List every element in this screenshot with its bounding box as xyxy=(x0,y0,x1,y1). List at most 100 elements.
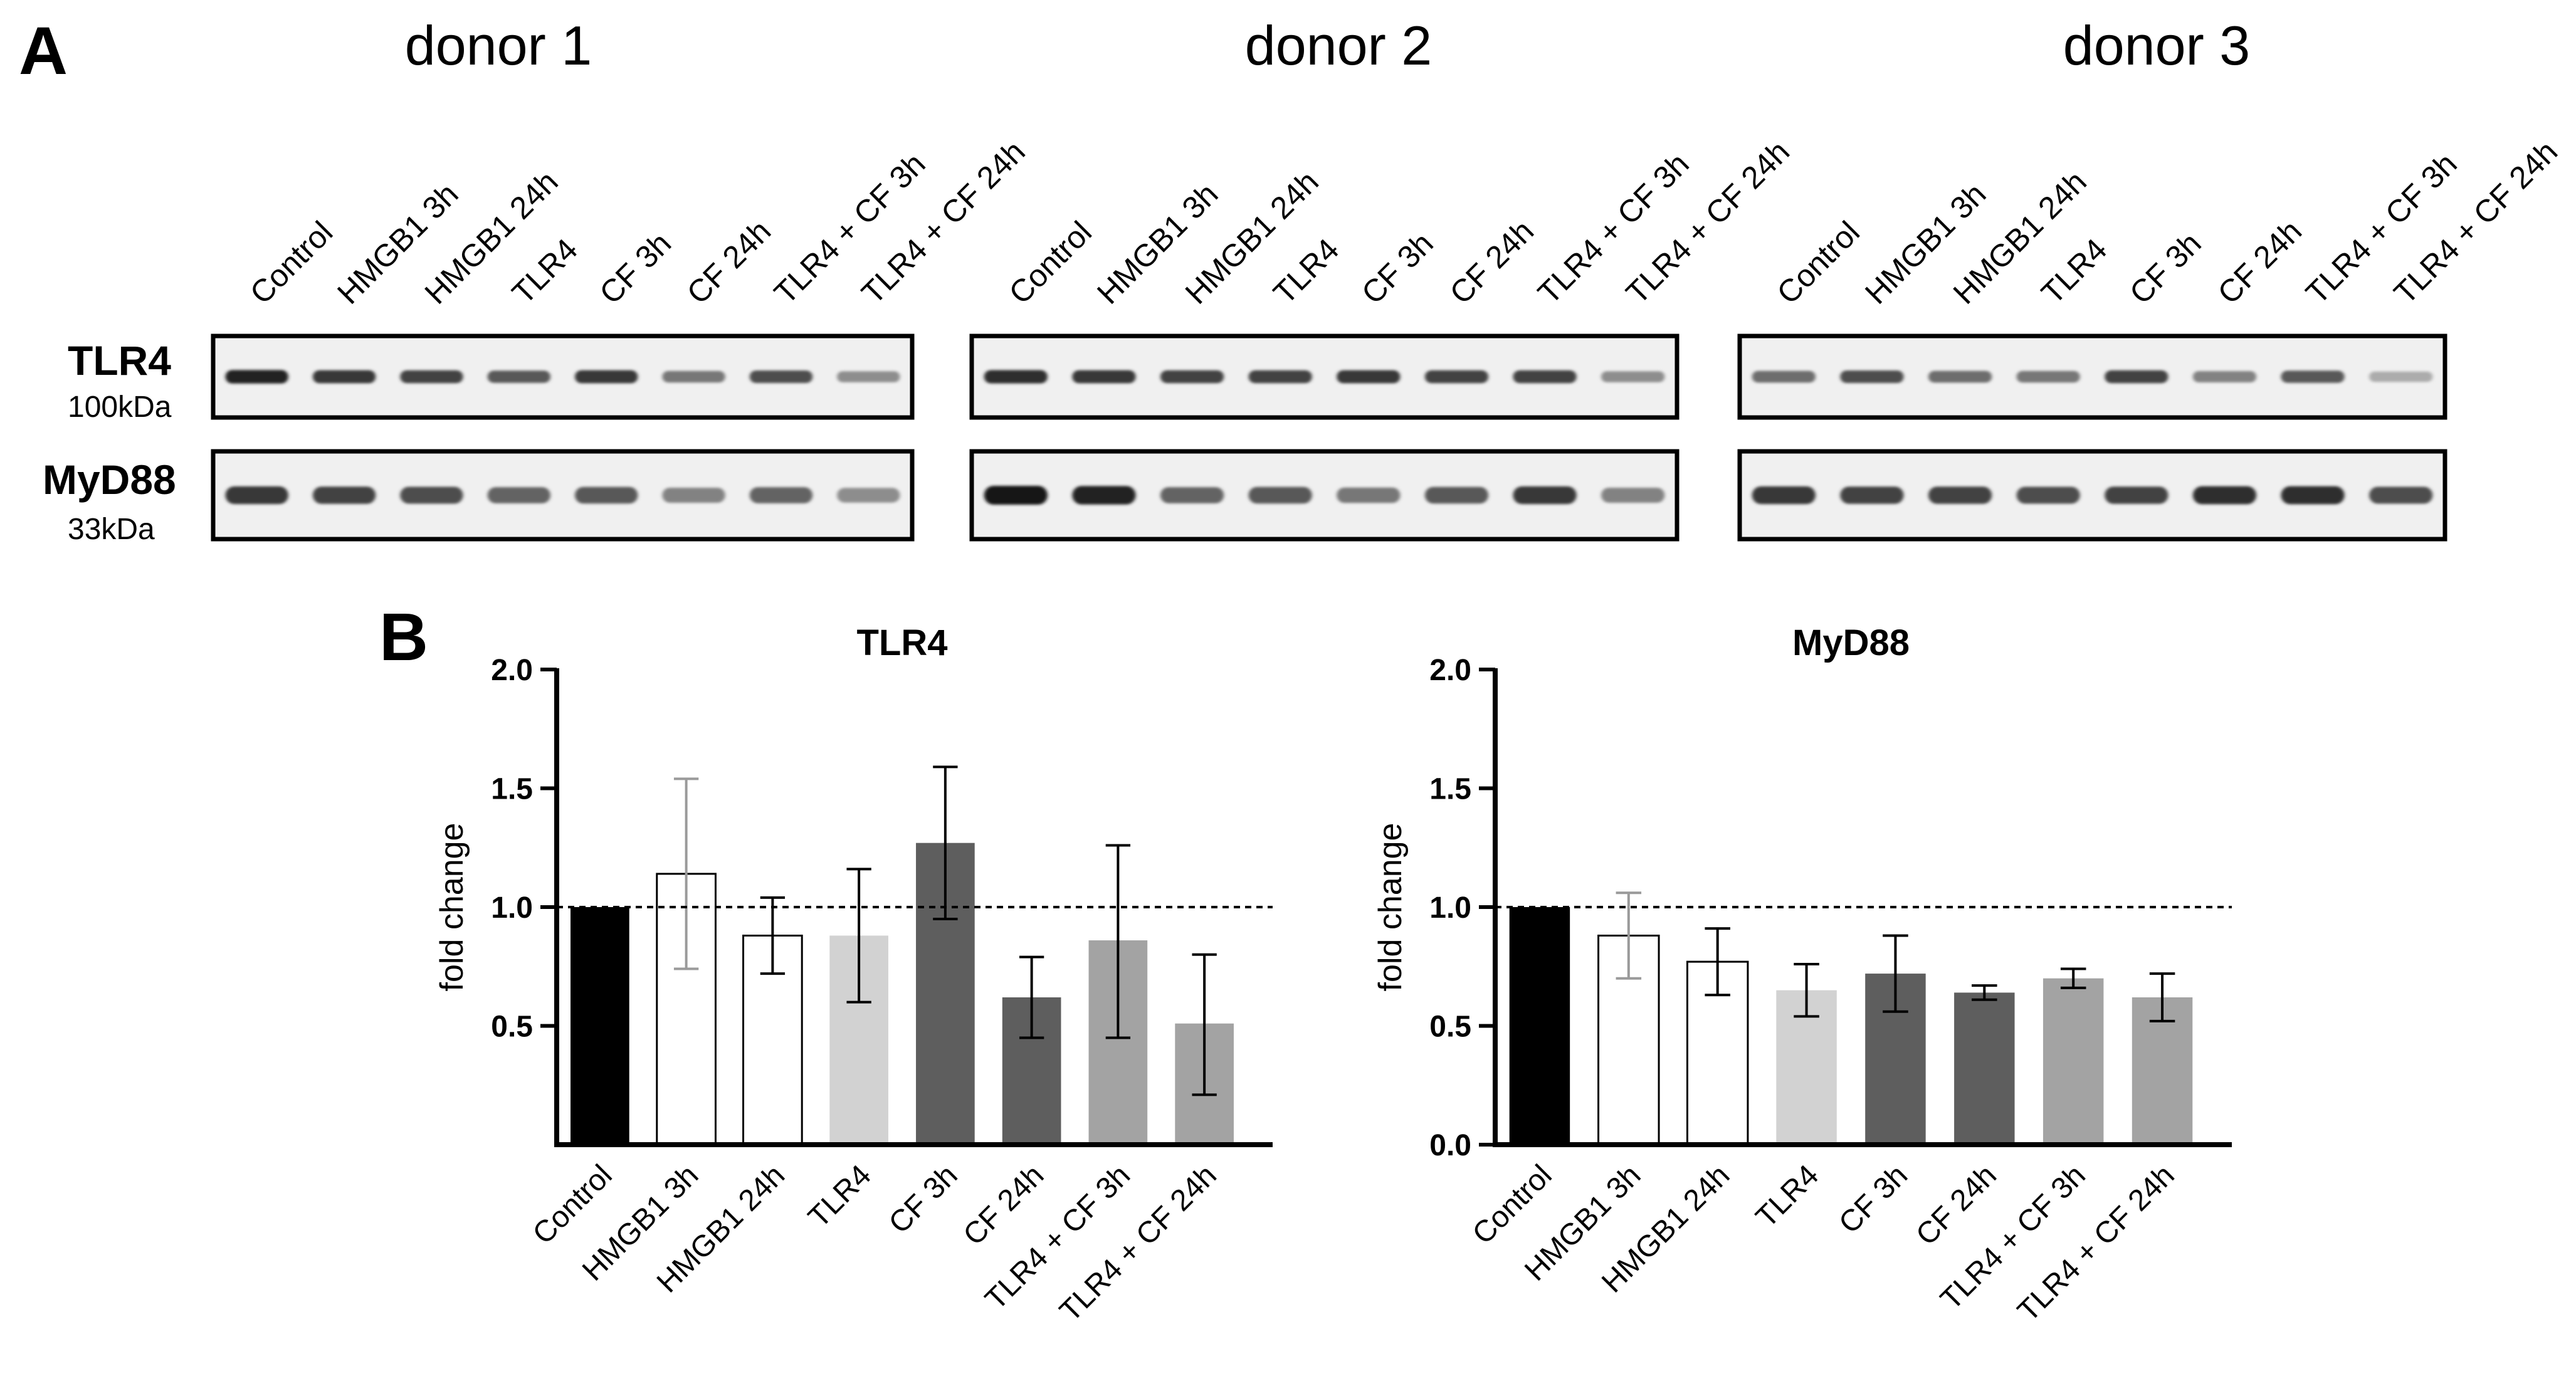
myd88-x-tick-label-tlr4-cf-24h: TLR4 + CF 24h xyxy=(2011,1158,2180,1328)
band-myd88-d3-tlr4 xyxy=(2016,486,2080,504)
lane-label-d2-tlr4-cf-24h: TLR4 + CF 24h xyxy=(1619,134,1796,310)
band-myd88-d1-tlr4 xyxy=(487,487,550,503)
band-myd88-d1-control xyxy=(225,486,288,505)
lane-label-d2-tlr4-cf-3h: TLR4 + CF 3h xyxy=(1531,146,1696,311)
band-myd88-d3-cf-3h xyxy=(2105,486,2169,504)
band-tlr4-d3-control xyxy=(1752,370,1816,383)
panel-a-label: A xyxy=(19,13,68,88)
lane-label-d2-cf-3h: CF 3h xyxy=(1355,226,1440,311)
blot-label-myd88: MyD88 xyxy=(43,456,176,503)
tlr4-x-tick-label-cf-3h: CF 3h xyxy=(883,1158,964,1240)
lane-label-d3-cf-24h: CF 24h xyxy=(2211,213,2309,311)
tlr4-x-tick-label-tlr4-cf-24h: TLR4 + CF 24h xyxy=(1053,1158,1222,1328)
tlr4-y-tick-label-0-5: 0.5 xyxy=(491,1011,533,1044)
blot-label-tlr4: TLR4 xyxy=(68,337,171,384)
myd88-y-tick-label-1-0: 1.0 xyxy=(1429,891,1471,925)
lane-label-d2-control: Control xyxy=(1002,214,1098,311)
band-tlr4-d3-hmgb1-3h xyxy=(1840,370,1904,383)
tlr4-error-bar-hmgb1-3h xyxy=(673,777,699,970)
blot-mass-myd88: 33kDa xyxy=(68,513,155,546)
lane-label-d3-control: Control xyxy=(1770,214,1866,311)
band-tlr4-d3-cf-24h xyxy=(2192,371,2257,382)
myd88-x-tick-label-tlr4: TLR4 xyxy=(1750,1158,1825,1234)
band-myd88-d2-tlr4-cf-3h xyxy=(1513,486,1577,505)
band-tlr4-d2-tlr4-cf-24h xyxy=(1601,371,1665,382)
myd88-x-tick-label-control: Control xyxy=(1466,1158,1559,1251)
band-tlr4-d2-control xyxy=(984,370,1048,384)
panel-b-label: B xyxy=(379,599,428,675)
band-myd88-d3-cf-24h xyxy=(2192,486,2257,505)
myd88-bar-tlr4-cf-3h xyxy=(2042,978,2104,1145)
myd88-error-bar-tlr4-cf-3h xyxy=(2060,967,2086,989)
band-myd88-d3-hmgb1-3h xyxy=(1840,486,1904,504)
band-myd88-d1-hmgb1-24h xyxy=(400,486,463,504)
myd88-error-bar-tlr4-cf-24h xyxy=(2149,972,2175,1022)
band-tlr4-d1-tlr4-cf-3h xyxy=(749,370,813,383)
myd88-error-bar-hmgb1-3h xyxy=(1616,891,1642,980)
lane-label-d3-tlr4-cf-3h: TLR4 + CF 3h xyxy=(2299,146,2464,311)
band-myd88-d2-hmgb1-24h xyxy=(1160,487,1224,503)
tlr4-y-axis-label: fold change xyxy=(434,823,470,992)
myd88-bar-cf-24h xyxy=(1954,992,2015,1145)
band-tlr4-d2-hmgb1-24h xyxy=(1160,370,1224,384)
band-myd88-d1-cf-3h xyxy=(575,486,638,504)
band-myd88-d3-control xyxy=(1752,486,1816,505)
tlr4-error-bar-cf-24h xyxy=(1019,955,1044,1039)
lane-label-d1-cf-3h: CF 3h xyxy=(592,226,678,311)
myd88-bar-control xyxy=(1509,907,1570,1145)
band-tlr4-d1-tlr4 xyxy=(487,370,550,383)
western-blots xyxy=(211,333,2447,542)
lane-label-d1-cf-24h: CF 24h xyxy=(680,213,778,311)
band-tlr4-d2-tlr4-cf-3h xyxy=(1513,370,1577,384)
donor-1-title: donor 1 xyxy=(405,14,592,76)
band-tlr4-d2-cf-24h xyxy=(1424,370,1489,384)
tlr4-y-tick-label-1-0: 1.0 xyxy=(491,891,533,925)
tlr4-error-bar-tlr4-cf-24h xyxy=(1192,953,1217,1096)
tlr4-bar-control xyxy=(570,907,629,1145)
lane-label-d3-cf-3h: CF 3h xyxy=(2123,226,2208,311)
lane-label-d2-cf-24h: CF 24h xyxy=(1443,213,1541,311)
myd88-y-axis-label: fold change xyxy=(1372,823,1409,992)
myd88-y-tick-label-1-5: 1.5 xyxy=(1429,773,1471,806)
band-myd88-d3-hmgb1-24h xyxy=(1928,486,1992,504)
tlr4-chart-title: TLR4 xyxy=(857,622,948,663)
myd88-error-bar-cf-24h xyxy=(1972,984,1997,1001)
band-tlr4-d2-hmgb1-3h xyxy=(1072,370,1136,384)
tlr4-x-tick-label-tlr4: TLR4 xyxy=(802,1158,877,1234)
band-tlr4-d1-cf-24h xyxy=(662,370,725,383)
band-tlr4-d1-hmgb1-24h xyxy=(400,370,463,384)
band-tlr4-d2-cf-3h xyxy=(1337,370,1401,384)
tlr4-error-bar-hmgb1-24h xyxy=(760,896,786,975)
band-tlr4-d3-hmgb1-24h xyxy=(1928,370,1992,383)
tlr4-error-bar-tlr4 xyxy=(846,868,871,1004)
lane-label-d2-tlr4: TLR4 xyxy=(1266,232,1345,311)
myd88-error-bar-cf-3h xyxy=(1883,934,1908,1013)
band-tlr4-d3-tlr4-cf-24h xyxy=(2369,371,2433,382)
lane-label-d3-tlr4: TLR4 xyxy=(2034,232,2113,311)
band-myd88-d2-tlr4-cf-24h xyxy=(1601,488,1665,503)
band-tlr4-d1-control xyxy=(225,370,288,384)
band-tlr4-d3-cf-3h xyxy=(2105,370,2169,384)
lane-label-d1-control: Control xyxy=(243,214,340,311)
blot-mass-tlr4: 100kDa xyxy=(68,391,172,424)
band-myd88-d3-tlr4-cf-3h xyxy=(2281,486,2345,505)
band-myd88-d2-hmgb1-3h xyxy=(1072,486,1136,505)
band-tlr4-d1-cf-3h xyxy=(575,370,638,384)
myd88-y-tick-label-0-5: 0.5 xyxy=(1429,1011,1471,1044)
band-myd88-d2-tlr4 xyxy=(1248,486,1312,504)
myd88-error-bar-hmgb1-24h xyxy=(1705,927,1730,997)
band-myd88-d1-tlr4-cf-24h xyxy=(837,488,900,503)
band-myd88-d1-hmgb1-3h xyxy=(312,486,376,504)
donor-2-title: donor 2 xyxy=(1245,14,1432,76)
tlr4-error-bar-tlr4-cf-3h xyxy=(1105,844,1131,1039)
myd88-y-tick-label-2-0: 2.0 xyxy=(1429,654,1471,687)
band-tlr4-d3-tlr4 xyxy=(2016,370,2080,383)
band-myd88-d2-cf-3h xyxy=(1337,487,1401,503)
tlr4-y-tick-label-2-0: 2.0 xyxy=(491,654,533,687)
myd88-x-tick-label-cf-3h: CF 3h xyxy=(1832,1158,1914,1240)
tlr4-y-tick-label-1-5: 1.5 xyxy=(491,773,533,806)
band-tlr4-d3-tlr4-cf-3h xyxy=(2281,370,2345,383)
